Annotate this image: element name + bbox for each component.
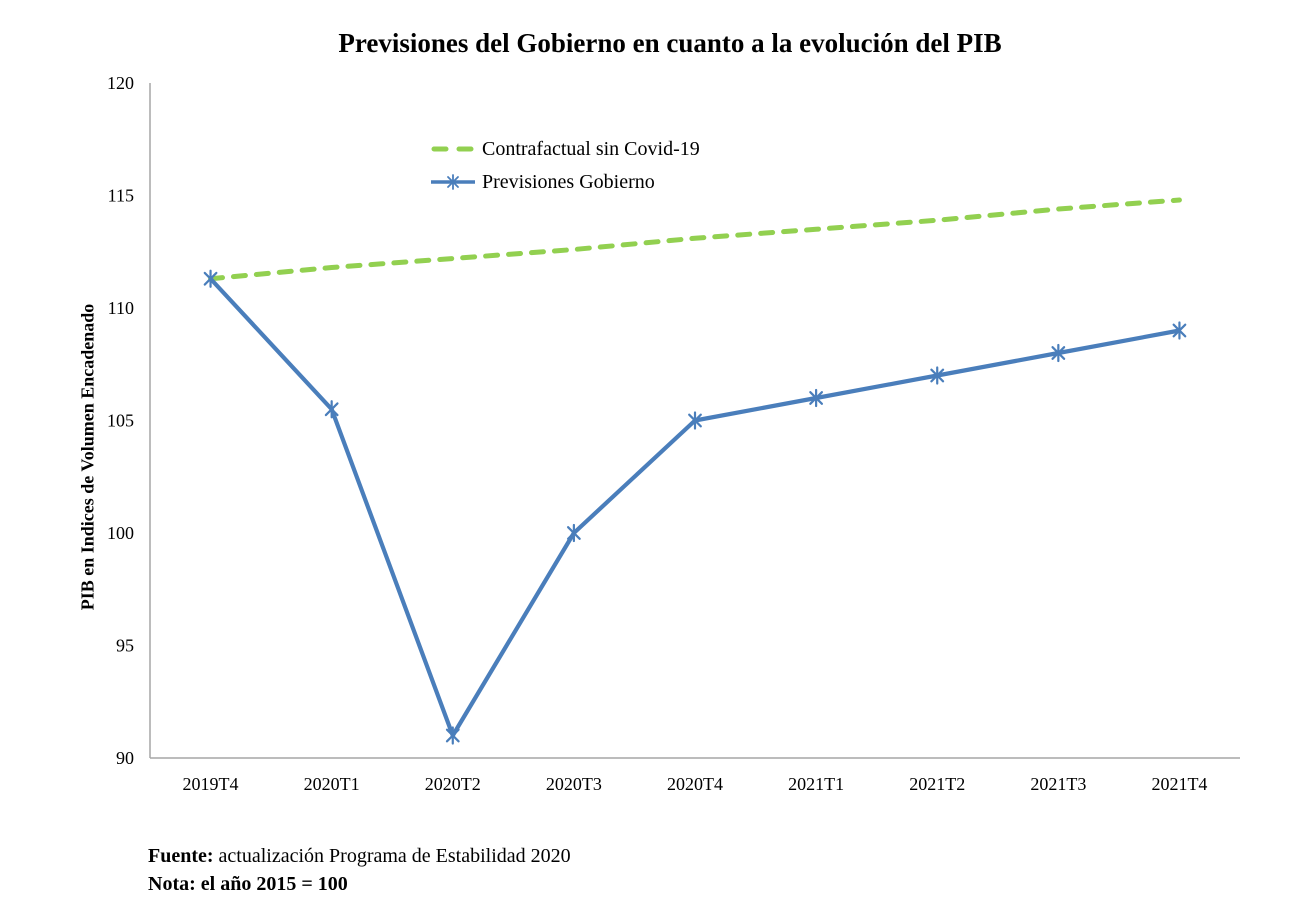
series-line-1 bbox=[209, 277, 1180, 738]
legend-item-contrafactual: Contrafactual sin Covid-19 bbox=[430, 136, 700, 162]
x-tick-label: 2020T1 bbox=[304, 774, 360, 794]
series-line-0 bbox=[208, 197, 1182, 282]
nota-line: Nota: el año 2015 = 100 bbox=[148, 873, 348, 895]
asterisk-marker bbox=[1051, 343, 1066, 363]
asterisk-marker bbox=[445, 726, 460, 745]
x-tick-label: 2021T2 bbox=[909, 774, 965, 794]
x-tick-label: 2020T2 bbox=[425, 774, 481, 794]
asterisk-marker bbox=[688, 411, 702, 430]
dashed-line-icon bbox=[431, 146, 475, 152]
y-tick-label: 95 bbox=[116, 636, 134, 656]
legend-label-contrafactual: Contrafactual sin Covid-19 bbox=[482, 137, 700, 160]
y-tick-label: 100 bbox=[107, 523, 134, 543]
legend-label-previsiones: Previsiones Gobierno bbox=[482, 170, 655, 193]
x-tick-label: 2021T4 bbox=[1151, 774, 1207, 794]
chart-title: Previsiones del Gobierno en cuanto a la … bbox=[338, 28, 1002, 58]
asterisk-marker bbox=[930, 366, 945, 385]
fuente-line: Fuente: actualización Programa de Estabi… bbox=[148, 842, 571, 870]
asterisk-marker bbox=[203, 269, 218, 288]
x-tick-label: 2020T4 bbox=[667, 774, 723, 794]
x-tick-label: 2020T3 bbox=[546, 774, 602, 794]
x-tick-label: 2021T3 bbox=[1030, 774, 1086, 794]
asterisk-marker bbox=[809, 388, 824, 408]
y-tick-label: 105 bbox=[107, 411, 134, 431]
chart-legend: Contrafactual sin Covid-19 Previsiones G… bbox=[430, 136, 700, 202]
y-tick-label: 115 bbox=[108, 186, 134, 206]
source-note: Fuente: actualización Programa de Estabi… bbox=[148, 842, 571, 898]
asterisk-marker bbox=[1172, 321, 1187, 340]
y-tick-label: 110 bbox=[108, 298, 134, 318]
legend-item-previsiones: Previsiones Gobierno bbox=[430, 169, 700, 195]
y-tick-label: 120 bbox=[107, 73, 134, 93]
y-axis-title: PIB en Indices de Volumen Encadenado bbox=[77, 303, 98, 611]
asterisk-marker bbox=[324, 400, 339, 419]
fuente-label: Fuente: bbox=[148, 845, 214, 867]
x-tick-label: 2021T1 bbox=[788, 774, 844, 794]
line-with-asterisk-marker-icon bbox=[431, 174, 475, 190]
x-tick-label: 2019T4 bbox=[183, 774, 239, 794]
y-tick-label: 90 bbox=[116, 748, 134, 768]
fuente-text: actualización Programa de Estabilidad 20… bbox=[213, 845, 571, 867]
asterisk-marker bbox=[566, 523, 581, 543]
